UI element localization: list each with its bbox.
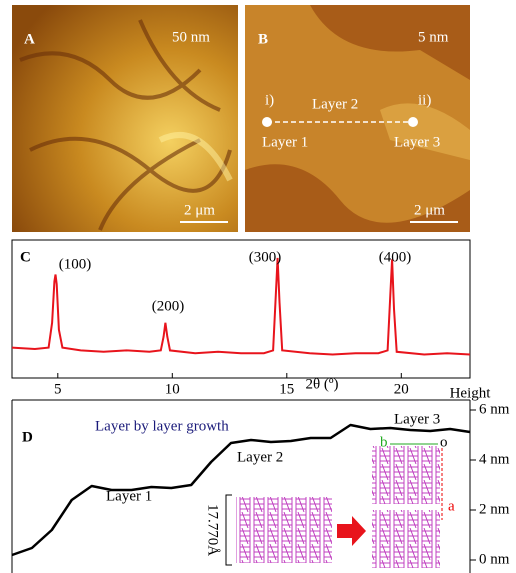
panel-label: C (20, 249, 31, 265)
point-label: ii) (418, 92, 431, 108)
layer-label: Layer 3 (394, 411, 440, 427)
panel-a: A 50 nm 2 μm (12, 5, 238, 232)
figure: A 50 nm 2 μm B 5 nm i) ii) Layer 1 Layer… (0, 0, 516, 573)
peak-label: (400) (379, 249, 412, 265)
scalebar-label: 2 μm (184, 202, 215, 218)
peak-label: (300) (249, 249, 282, 265)
panel-label: D (22, 429, 33, 445)
axis-o: o (440, 434, 448, 450)
axis-b: b (380, 434, 388, 450)
x-tick-label: 20 (394, 381, 409, 397)
chart-title: Layer by layer growth (95, 418, 229, 434)
panel-b: B 5 nm i) ii) Layer 1 Layer 2 Layer 3 2 … (245, 5, 470, 232)
scalebar-label: 2 μm (414, 202, 445, 218)
panel-label: A (24, 31, 35, 47)
y-tick-label: 4 nm (479, 451, 510, 467)
peak-label: (100) (59, 256, 92, 272)
point-label: i) (265, 92, 274, 108)
layer-label: Layer 3 (394, 134, 440, 150)
panel-label: B (258, 31, 268, 47)
x-tick-label: 10 (165, 381, 180, 397)
layer-label: Layer 1 (262, 134, 308, 150)
y-tick-label: 6 nm (479, 401, 510, 417)
y-axis-label: Height (450, 385, 492, 401)
x-tick-label: 15 (279, 381, 294, 397)
peak-label: (200) (152, 298, 185, 314)
axis-a: a (448, 498, 455, 514)
spacing-label: 17.770Å (205, 504, 221, 556)
layer-label: Layer 2 (237, 449, 283, 465)
x-axis-label: 2θ (º) (305, 376, 338, 392)
y-tick-label: 2 nm (479, 501, 510, 517)
layer-label: Layer 2 (312, 96, 358, 112)
y-tick-label: 0 nm (479, 551, 510, 567)
x-tick-label: 5 (54, 381, 62, 397)
height-scale: 5 nm (418, 29, 449, 45)
height-scale: 50 nm (172, 29, 210, 45)
